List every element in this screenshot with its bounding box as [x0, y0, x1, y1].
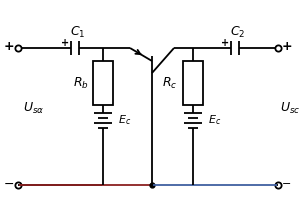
- Text: −: −: [4, 177, 14, 190]
- Text: −: −: [282, 179, 292, 189]
- Text: +: +: [282, 40, 292, 53]
- Text: $R_b$: $R_b$: [73, 75, 89, 91]
- Bar: [93, 61, 113, 105]
- Text: $C_1$: $C_1$: [70, 24, 86, 40]
- Text: $U_{sc}$: $U_{sc}$: [280, 101, 300, 116]
- Text: +: +: [4, 40, 14, 53]
- Text: $E_c$: $E_c$: [118, 114, 131, 127]
- Text: $C_2$: $C_2$: [230, 24, 246, 40]
- Text: +: +: [221, 38, 229, 48]
- Bar: [183, 61, 203, 105]
- Text: $U_{s\alpha}$: $U_{s\alpha}$: [23, 101, 44, 116]
- Text: $E_c$: $E_c$: [208, 114, 221, 127]
- Text: $R_c$: $R_c$: [162, 75, 178, 91]
- Text: +: +: [61, 38, 69, 48]
